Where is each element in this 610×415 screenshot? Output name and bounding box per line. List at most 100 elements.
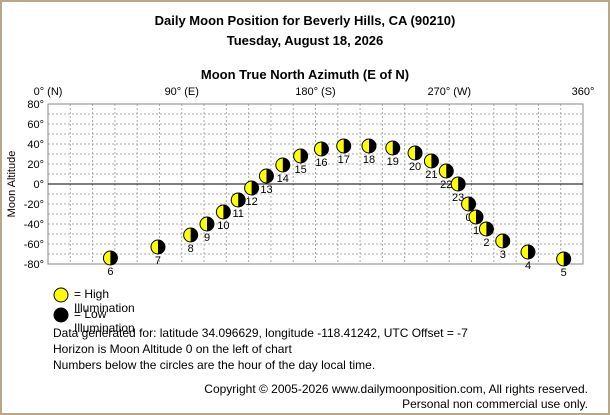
moon-marker-outline	[450, 176, 466, 192]
x-tick-label: 180° (S)	[295, 86, 335, 98]
moon-marker-lit-half	[424, 154, 432, 168]
info-horizon: Horizon is Moon Altitude 0 on the left o…	[53, 342, 292, 356]
moon-marker-outline	[215, 204, 231, 220]
moon-position-chart: 0° (N) 90° (E) 180° (S) 270° (W) 360°80°60°4…	[6, 86, 595, 279]
moon-marker-outline	[361, 138, 377, 154]
moon-marker-outline	[199, 216, 215, 232]
low-illumination-swatch	[53, 307, 69, 323]
hour-label: 11	[233, 208, 244, 220]
legend-high-label: = High Illumination	[74, 287, 135, 315]
moon-marker-lit-half	[259, 169, 267, 183]
hour-label: 2	[483, 237, 489, 249]
hour-label: 7	[155, 255, 161, 267]
x-tick-label: 360°	[572, 86, 595, 98]
moon-marker-lit-half	[244, 181, 252, 195]
moon-marker-lit-half	[336, 139, 344, 153]
moon-marker-lit-half	[293, 149, 301, 163]
x-tick-label: 270° (W)	[427, 86, 471, 98]
x-tick-label: 0° (N)	[34, 86, 63, 98]
moon-marker-lit-half	[469, 210, 476, 224]
moon-marker-outline	[423, 153, 439, 169]
moon-marker-lit-half	[479, 222, 487, 236]
hour-label: 9	[204, 232, 210, 244]
moon-marker-outline	[293, 148, 309, 164]
y-tick-label: -40°	[24, 219, 44, 231]
moon-marker-lit-half	[556, 252, 564, 266]
y-tick-label: 20°	[27, 159, 44, 171]
hour-label: 8	[188, 243, 194, 255]
chart-date: Tuesday, August 18, 2026	[226, 33, 384, 48]
y-axis-title: Moon Altitude	[6, 151, 18, 218]
hour-label: 3	[500, 249, 506, 261]
moon-marker-lit-half	[231, 193, 239, 207]
y-tick-label: 0°	[33, 179, 44, 191]
hour-label: 15	[295, 164, 307, 176]
moon-marker-outline	[336, 138, 352, 154]
moon-marker-lit-half	[439, 164, 447, 178]
moon-marker-outline	[102, 250, 118, 266]
x-tick-label: 90° (E)	[165, 86, 199, 98]
moon-marker-lit-half	[385, 141, 393, 155]
moon-marker-outline	[468, 209, 484, 225]
moon-marker-lit-half	[362, 139, 369, 153]
moon-marker-lit-half	[216, 205, 224, 220]
moon-marker-outline	[461, 196, 477, 212]
y-tick-label: -60°	[24, 239, 44, 251]
moon-marker-outline	[150, 239, 166, 255]
moon-marker-lit-half	[150, 240, 158, 254]
moon-marker-lit-half	[451, 177, 459, 191]
y-tick-label: 80°	[27, 99, 44, 111]
hour-label: 21	[425, 169, 437, 181]
moon-marker-outline	[230, 192, 246, 208]
hour-label: 12	[245, 196, 257, 208]
moon-marker-lit-half	[408, 146, 416, 160]
y-tick-label: -80°	[24, 259, 44, 271]
moon-marker-lit-half	[200, 217, 208, 231]
moon-marker-outline	[438, 163, 454, 179]
moon-marker-outline	[495, 233, 511, 249]
y-tick-label: 60°	[27, 119, 44, 131]
moon-marker-outline	[275, 157, 291, 173]
usage-notice: Personal non commercial use only.	[402, 397, 588, 411]
moon-marker-outline	[183, 227, 199, 243]
chart-title: Daily Moon Position for Beverly Hills, C…	[154, 13, 456, 28]
y-tick-label: 40°	[27, 139, 44, 151]
hour-label: 19	[387, 156, 399, 168]
moon-marker-lit-half	[495, 234, 503, 249]
moon-marker-lit-half	[275, 158, 283, 172]
hour-label: 16	[315, 157, 327, 169]
moon-marker-lit-half	[521, 245, 529, 259]
hour-label: 17	[338, 154, 350, 166]
moon-marker-outline	[385, 140, 401, 156]
moon-marker-outline	[244, 180, 260, 196]
legend-low-label: = Low Illumination	[74, 307, 135, 335]
moon-marker-lit-half	[103, 251, 111, 265]
moon-marker-outline	[407, 145, 423, 161]
moon-marker-outline	[313, 141, 329, 157]
copyright-text: Copyright © 2005-2026 www.dailymoonposit…	[204, 382, 588, 396]
moon-marker-outline	[258, 168, 274, 184]
y-tick-label: -20°	[24, 199, 44, 211]
hour-label: 22	[440, 179, 452, 191]
moon-marker-outline	[478, 221, 494, 237]
moon-marker-outline	[556, 251, 572, 267]
moon-marker-lit-half	[461, 197, 469, 211]
moon-marker-outline	[520, 244, 536, 260]
hour-label: 13	[260, 184, 272, 196]
hour-label: 23	[452, 192, 464, 204]
info-location: Data generated for: latitude 34.096629, …	[53, 326, 468, 340]
x-axis-title: Moon True North Azimuth (E of N)	[200, 67, 410, 82]
hour-label: 14	[277, 173, 289, 185]
hour-label: 20	[409, 161, 421, 173]
moon-marker-lit-half	[314, 142, 322, 156]
hour-label: 10	[217, 220, 229, 232]
hour-label: 1	[473, 225, 479, 237]
hour-label: 4	[525, 260, 531, 272]
moon-marker-lit-half	[183, 228, 191, 242]
high-illumination-swatch	[53, 287, 69, 303]
hour-label: 5	[561, 267, 567, 279]
hour-label: 6	[107, 266, 113, 278]
hour-label: 18	[363, 154, 375, 166]
info-hours: Numbers below the circles are the hour o…	[53, 358, 376, 372]
